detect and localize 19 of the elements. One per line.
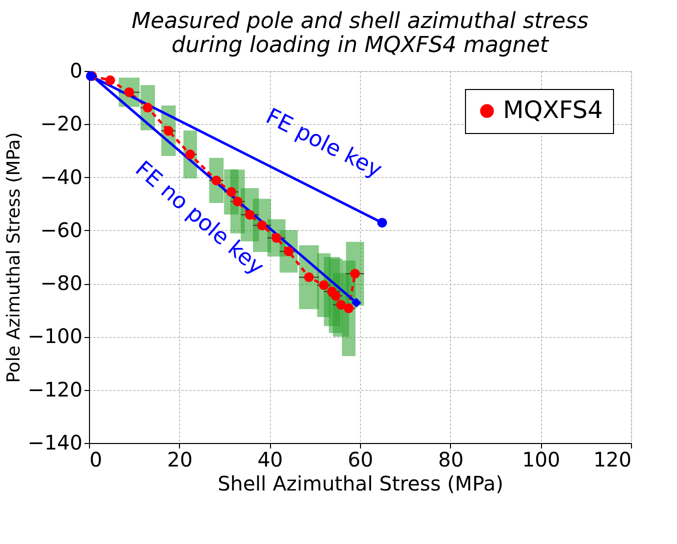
y-tick-label: 0 bbox=[70, 58, 82, 82]
x-tick-label: 60 bbox=[348, 448, 374, 472]
x-tick-label: 100 bbox=[522, 448, 560, 472]
y-tick-label: −120 bbox=[28, 377, 82, 402]
x-tick-label: 0 bbox=[90, 448, 102, 472]
x-tick-label: 20 bbox=[167, 448, 193, 472]
y-tick-label: −140 bbox=[28, 430, 82, 454]
y-axis-title: Pole Azimuthal Stress (MPa) bbox=[4, 132, 25, 383]
legend-label: MQXFS4 bbox=[503, 96, 603, 124]
x-tick-label: 80 bbox=[438, 448, 464, 472]
y-tick-label: −40 bbox=[40, 164, 82, 189]
y-tick-label: −100 bbox=[28, 324, 82, 348]
y-tick-label: −20 bbox=[40, 112, 82, 136]
x-tick-label: 40 bbox=[257, 448, 283, 472]
chart-title: Measured pole and shell azimuthal stress during loading in MQXFS4 magnet bbox=[132, 9, 588, 58]
x-tick-label: 120 bbox=[593, 448, 632, 472]
y-tick-label: −60 bbox=[40, 218, 82, 242]
y-tick-label: −80 bbox=[40, 271, 82, 296]
x-axis-title: Shell Azimuthal Stress (MPa) bbox=[218, 472, 504, 496]
